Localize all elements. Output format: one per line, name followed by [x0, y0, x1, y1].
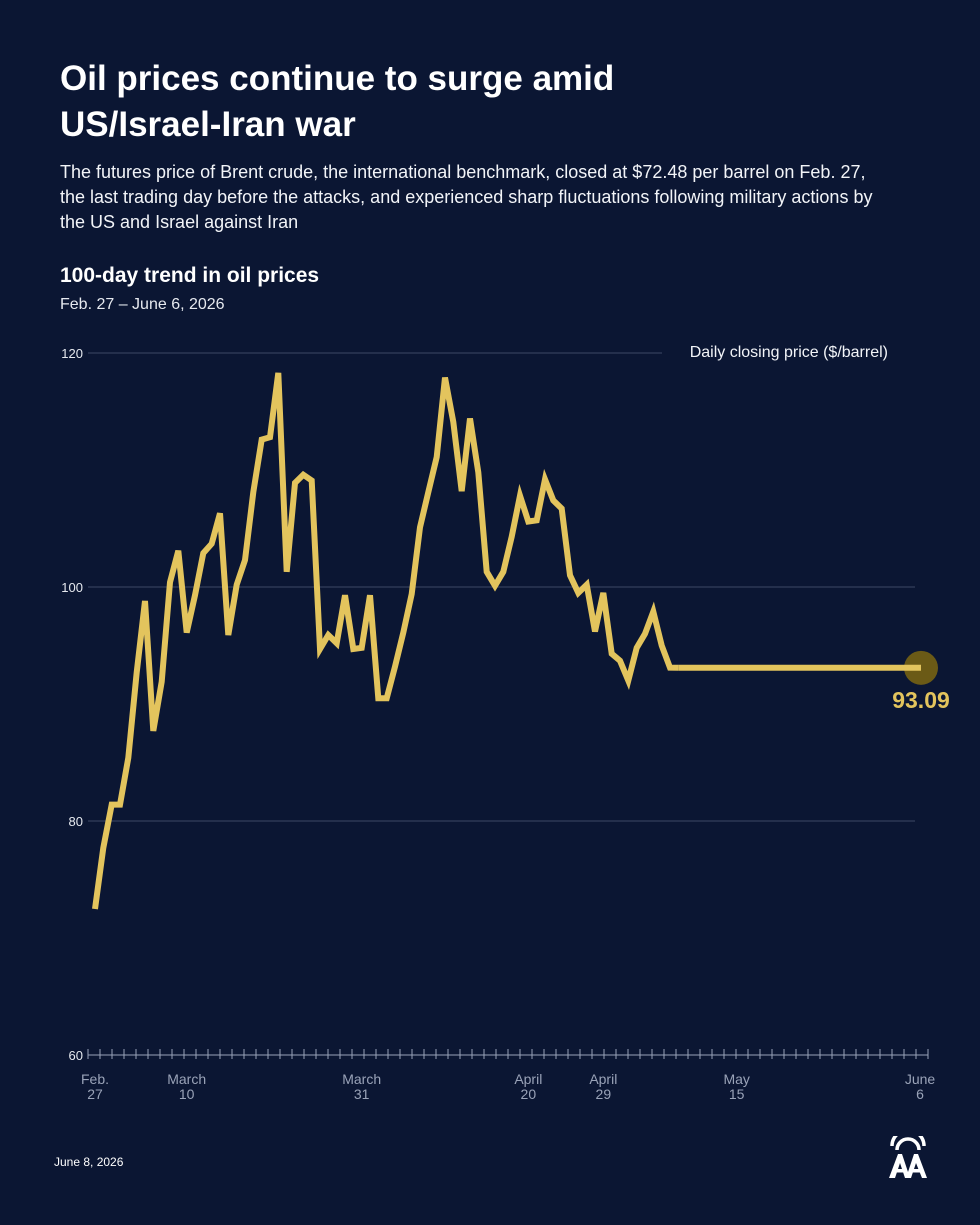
page-title: Oil prices continue to surge amid US/Isr…: [60, 59, 615, 144]
chart-title: 100-day trend in oil prices: [60, 264, 320, 287]
y-axis-tick-labels: 60 80 100 120: [61, 346, 83, 1063]
x-tick-label: April 29: [589, 1071, 617, 1102]
oil-price-line-chart: 60 80 100 120 Daily closing price ($/barrel…: [61, 344, 950, 1102]
chart-date-range: Feb. 27 – June 6, 2026: [60, 296, 225, 313]
y-tick-label: 60: [69, 1048, 83, 1063]
y-tick-label: 80: [69, 814, 83, 829]
x-tick-label: May 15: [723, 1071, 749, 1102]
publication-date: June 8, 2026: [54, 1155, 124, 1169]
page-subtitle: The futures price of Brent crude, the in…: [60, 162, 873, 232]
series-line-brent: [92, 372, 679, 910]
grid-lines: [88, 352, 915, 822]
end-value-label: 93.09: [892, 687, 950, 713]
x-tick-label: April 20: [514, 1071, 542, 1102]
x-axis: [87, 1049, 929, 1059]
aa-logo-icon: [889, 1136, 927, 1178]
y-axis-label: Daily closing price ($/barrel): [690, 344, 888, 361]
y-tick-label: 120: [61, 346, 83, 361]
x-tick-label: March 10: [167, 1071, 206, 1102]
x-axis-tick-labels: Feb. 27 March 10 March 31 April 20 April 29 May 15 J…: [81, 1071, 935, 1102]
x-tick-label: Feb. 27: [81, 1071, 109, 1102]
y-tick-label: 100: [61, 580, 83, 595]
x-tick-label: June 6: [905, 1071, 936, 1102]
x-tick-label: March 31: [342, 1071, 381, 1102]
